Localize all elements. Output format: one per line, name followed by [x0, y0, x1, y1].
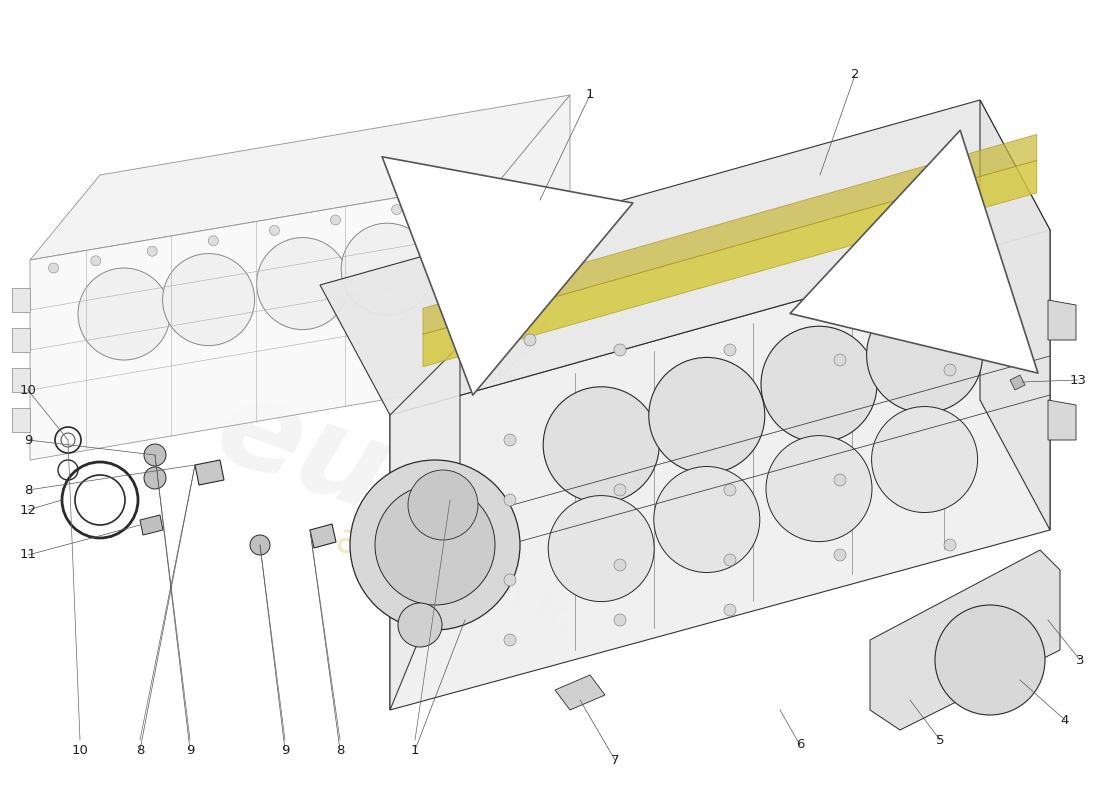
- Polygon shape: [1010, 375, 1025, 390]
- Text: 8: 8: [24, 483, 32, 497]
- Circle shape: [834, 549, 846, 561]
- Circle shape: [350, 460, 520, 630]
- Text: 11: 11: [20, 549, 36, 562]
- Circle shape: [408, 470, 478, 540]
- Polygon shape: [320, 100, 1050, 415]
- Circle shape: [144, 444, 166, 466]
- Circle shape: [649, 358, 764, 474]
- Text: 9: 9: [280, 743, 289, 757]
- Circle shape: [392, 205, 402, 214]
- Polygon shape: [12, 408, 30, 432]
- Circle shape: [867, 297, 982, 413]
- Circle shape: [614, 614, 626, 626]
- Circle shape: [256, 238, 349, 330]
- Polygon shape: [556, 675, 605, 710]
- Circle shape: [91, 256, 101, 266]
- Polygon shape: [870, 550, 1060, 730]
- Circle shape: [724, 554, 736, 566]
- Circle shape: [548, 495, 654, 602]
- Circle shape: [724, 484, 736, 496]
- Circle shape: [270, 226, 279, 235]
- Polygon shape: [1048, 300, 1076, 340]
- Circle shape: [761, 326, 877, 442]
- Text: 12: 12: [20, 503, 36, 517]
- Circle shape: [48, 263, 58, 273]
- Text: a passion fo: a passion fo: [330, 518, 580, 642]
- Circle shape: [834, 474, 846, 486]
- Circle shape: [398, 603, 442, 647]
- Polygon shape: [195, 460, 224, 485]
- Polygon shape: [140, 515, 163, 535]
- Text: eurorc: eurorc: [200, 365, 671, 635]
- Circle shape: [944, 364, 956, 376]
- Circle shape: [163, 254, 254, 346]
- Polygon shape: [1048, 400, 1076, 440]
- Polygon shape: [390, 345, 460, 710]
- Text: 6: 6: [795, 738, 804, 751]
- Text: 10: 10: [72, 743, 88, 757]
- Circle shape: [504, 634, 516, 646]
- Circle shape: [944, 539, 956, 551]
- Circle shape: [935, 605, 1045, 715]
- Circle shape: [504, 574, 516, 586]
- Circle shape: [871, 406, 978, 513]
- Polygon shape: [12, 288, 30, 312]
- Circle shape: [504, 434, 516, 446]
- Text: 10: 10: [20, 383, 36, 397]
- Polygon shape: [390, 230, 1050, 710]
- Text: 9: 9: [186, 743, 195, 757]
- Circle shape: [147, 246, 157, 256]
- Polygon shape: [12, 368, 30, 392]
- Circle shape: [448, 195, 458, 205]
- Circle shape: [330, 215, 341, 225]
- Text: 1: 1: [585, 89, 594, 102]
- Circle shape: [543, 386, 659, 502]
- Circle shape: [653, 466, 760, 573]
- Circle shape: [208, 236, 218, 246]
- Polygon shape: [310, 524, 336, 548]
- Circle shape: [766, 436, 872, 542]
- Circle shape: [78, 268, 170, 360]
- Circle shape: [614, 559, 626, 571]
- Text: 13: 13: [1069, 374, 1087, 386]
- Polygon shape: [980, 100, 1050, 530]
- Polygon shape: [424, 134, 1037, 334]
- Circle shape: [614, 344, 626, 356]
- Circle shape: [504, 494, 516, 506]
- Polygon shape: [30, 180, 500, 460]
- Circle shape: [341, 223, 433, 315]
- Text: 4: 4: [1060, 714, 1069, 726]
- Text: 9: 9: [24, 434, 32, 446]
- Circle shape: [724, 604, 736, 616]
- Circle shape: [614, 484, 626, 496]
- Text: 1: 1: [410, 743, 419, 757]
- Text: 8: 8: [336, 743, 344, 757]
- Circle shape: [375, 485, 495, 605]
- Text: 5: 5: [936, 734, 944, 746]
- Circle shape: [834, 354, 846, 366]
- Text: 85: 85: [686, 305, 834, 435]
- Text: 2: 2: [850, 69, 859, 82]
- Text: 7: 7: [610, 754, 619, 766]
- Polygon shape: [30, 95, 570, 260]
- Text: 8: 8: [135, 743, 144, 757]
- Circle shape: [524, 334, 536, 346]
- Polygon shape: [424, 160, 1037, 366]
- Polygon shape: [500, 95, 570, 380]
- Polygon shape: [12, 328, 30, 352]
- Circle shape: [250, 535, 270, 555]
- Circle shape: [724, 344, 736, 356]
- Text: 3: 3: [1076, 654, 1085, 666]
- Circle shape: [144, 467, 166, 489]
